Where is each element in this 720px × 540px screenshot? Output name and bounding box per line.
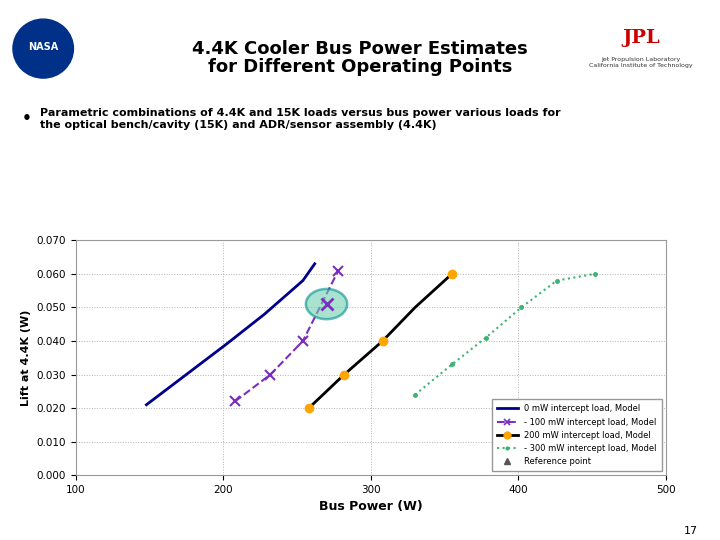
- Text: EPIC: EPIC: [667, 86, 702, 99]
- Line: - 300 mW intercept load, Model: - 300 mW intercept load, Model: [412, 271, 598, 398]
- - 100 mW intercept load, Model: [230, 398, 239, 404]
- 200 mW intercept load, Model: [378, 338, 387, 344]
- 0 mW intercept load, Model: [260, 311, 269, 318]
- 0 mW intercept load, Model: [299, 278, 307, 284]
- Text: JPL: JPL: [622, 29, 660, 47]
- - 300 mW intercept load, Model: [482, 334, 490, 341]
- 0 mW intercept load, Model: [222, 341, 230, 348]
- Line: 0 mW intercept load, Model: 0 mW intercept load, Model: [146, 264, 315, 405]
- Circle shape: [13, 19, 73, 78]
- Line: 200 mW intercept load, Model: 200 mW intercept load, Model: [309, 274, 452, 408]
- 200 mW intercept load, Model: [410, 304, 419, 310]
- - 300 mW intercept load, Model: [410, 392, 419, 398]
- - 300 mW intercept load, Model: [552, 278, 561, 284]
- Y-axis label: Lift at 4.4K (W): Lift at 4.4K (W): [21, 309, 31, 406]
- Text: 17: 17: [684, 525, 698, 536]
- 200 mW intercept load, Model: [340, 372, 348, 378]
- - 100 mW intercept load, Model: [334, 267, 343, 274]
- Text: for Different Operating Points: for Different Operating Points: [208, 58, 512, 77]
- - 300 mW intercept load, Model: [448, 361, 456, 368]
- Legend: 0 mW intercept load, Model, - 100 mW intercept load, Model, 200 mW intercept loa: 0 mW intercept load, Model, - 100 mW int…: [492, 400, 662, 471]
- - 100 mW intercept load, Model: [266, 372, 275, 378]
- - 100 mW intercept load, Model: [299, 338, 307, 344]
- X-axis label: Bus Power (W): Bus Power (W): [319, 501, 423, 514]
- Ellipse shape: [306, 289, 347, 319]
- 200 mW intercept load, Model: [448, 271, 456, 277]
- Text: Parametric combinations of 4.4K and 15K loads versus bus power various loads for: Parametric combinations of 4.4K and 15K …: [40, 108, 560, 118]
- Text: •: •: [22, 111, 32, 126]
- 200 mW intercept load, Model: [305, 405, 313, 411]
- Text: 4.4K Cooler Bus Power Estimates: 4.4K Cooler Bus Power Estimates: [192, 39, 528, 58]
- - 300 mW intercept load, Model: [517, 304, 526, 310]
- - 300 mW intercept load, Model: [591, 271, 600, 277]
- 0 mW intercept load, Model: [142, 402, 150, 408]
- Text: the optical bench/cavity (15K) and ADR/sensor assembly (4.4K): the optical bench/cavity (15K) and ADR/s…: [40, 120, 436, 130]
- 0 mW intercept load, Model: [310, 261, 319, 267]
- Text: NASA: NASA: [28, 42, 58, 52]
- Text: Jet Propulsion Laboratory
California Institute of Technology: Jet Propulsion Laboratory California Ins…: [589, 57, 693, 68]
- 0 mW intercept load, Model: [182, 372, 191, 378]
- Line: - 100 mW intercept load, Model: - 100 mW intercept load, Model: [230, 266, 343, 406]
